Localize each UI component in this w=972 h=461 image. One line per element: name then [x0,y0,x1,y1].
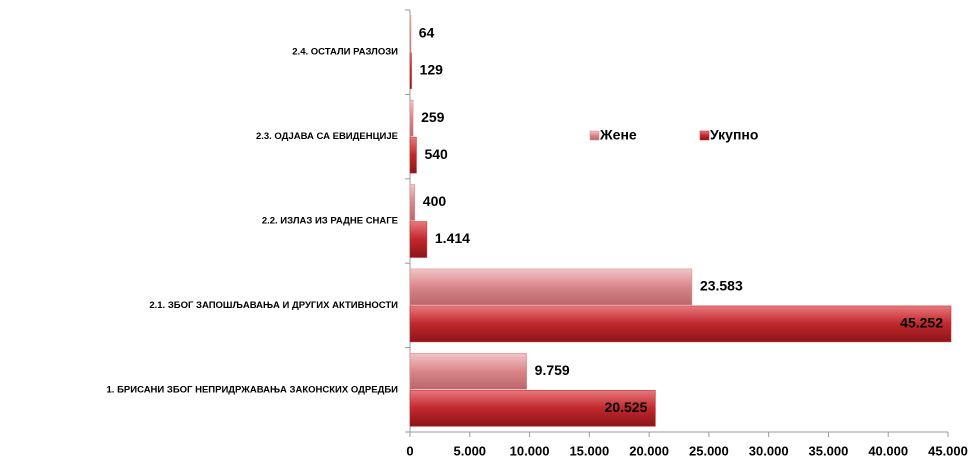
category-label: 2.4. ОСТАЛИ РАЗЛОЗИ [292,47,398,58]
x-tick-label: 20.000 [629,443,669,458]
x-tick-label: 15.000 [569,443,609,458]
bar [409,15,412,52]
value-label: 23.583 [700,278,743,294]
category-label: 2.3. ОДЈАВА СА ЕВИДЕНЦИЈЕ [256,131,398,142]
bar [409,353,527,390]
x-tick-label: 25.000 [689,443,729,458]
x-tick-label: 5.000 [454,443,487,458]
value-label: 64 [419,24,435,40]
bar [409,99,414,137]
legend-swatch [589,130,600,141]
category-label: 1. БРИСАНИ ЗБОГ НЕПРИДРЖАВАЊА ЗАКОНСКИХ … [107,384,399,395]
value-label: 400 [423,193,447,209]
value-label: 1.414 [435,230,470,246]
bar [409,390,656,427]
bar [409,305,952,343]
bar [409,52,412,89]
x-tick-label: 30.000 [749,443,789,458]
bar [409,184,416,221]
x-tick-label: 0 [406,443,413,458]
value-label: 540 [424,146,448,162]
legend-swatch [699,130,710,141]
value-label: 259 [421,109,445,125]
legend-label: Жене [599,127,637,143]
x-tick-label: 40.000 [868,443,908,458]
value-label: 9.759 [535,362,570,378]
category-label: 2.1. ЗБОГ ЗАПОШЉАВАЊА И ДРУГИХ АКТИВНОСТ… [149,300,398,311]
value-label: 45.252 [900,315,943,331]
bar [409,268,693,306]
legend-label: Укупно [710,127,758,143]
bar [409,221,428,258]
bar [409,136,417,174]
x-tick-label: 10.000 [510,443,550,458]
x-tick-label: 45.000 [928,443,968,458]
value-label: 20.525 [605,399,648,415]
value-label: 129 [420,61,444,77]
category-label: 2.2. ИЗЛАЗ ИЗ РАДНЕ СНАГЕ [262,216,398,227]
x-tick-label: 35.000 [809,443,849,458]
